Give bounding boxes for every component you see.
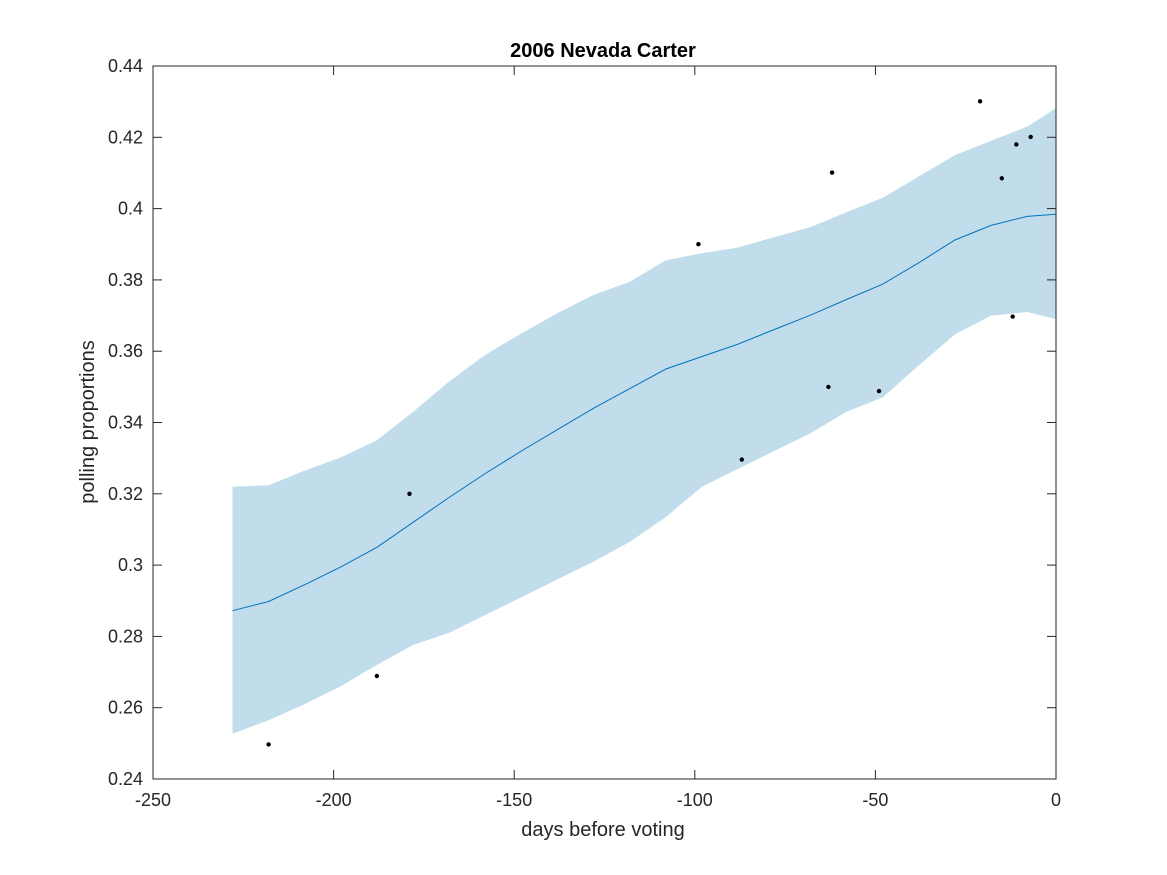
x-tick-label: -250 [135,790,171,810]
x-tick-label: -200 [316,790,352,810]
y-axis-label: polling proportions [77,340,99,503]
data-point [374,673,380,679]
x-tick-label: -100 [677,790,713,810]
y-tick-label: 0.4 [118,199,143,219]
data-points-layer [266,99,1033,747]
confidence-band [232,108,1056,734]
data-point [266,742,271,747]
y-tick-label: 0.38 [108,270,143,290]
data-point [826,384,831,390]
data-point [977,99,983,104]
y-tick-label: 0.42 [108,127,143,147]
confidence-band-layer [232,108,1056,734]
data-point [739,457,744,462]
chart-title: 2006 Nevada Carter [510,40,696,62]
data-point [876,388,882,394]
data-point [829,170,835,175]
y-tick-label: 0.34 [108,413,143,433]
data-point [999,176,1004,181]
data-point [1028,134,1033,140]
axes [152,65,1057,780]
x-tick-label: 0 [1051,790,1061,810]
y-tick-label: 0.28 [108,626,143,646]
y-tick-label: 0.26 [108,698,143,718]
x-tick-label: -50 [862,790,888,810]
mean-line-layer [232,213,1057,612]
data-point [1014,142,1019,147]
x-tick-label: -150 [496,790,532,810]
data-point [1010,314,1015,319]
data-point [407,491,412,496]
data-point [696,242,701,247]
y-tick-label: 0.44 [108,56,143,76]
tick-labels: -250 -200 -150 -100 -50 0 0.24 0.26 0.28 0.3 0.32 0… [108,56,1061,810]
y-tick-label: 0.32 [108,484,143,504]
mean-line [232,213,1057,612]
y-tick-label: 0.36 [108,341,143,361]
x-axis-label: days before voting [521,819,684,841]
y-tick-label: 0.3 [118,555,143,575]
y-tick-label: 0.24 [108,769,143,789]
